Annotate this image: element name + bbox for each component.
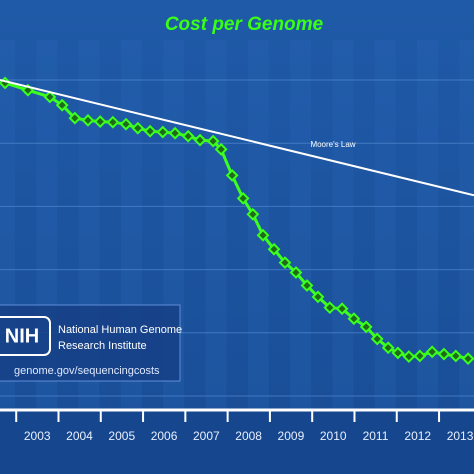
data-point: [461, 352, 474, 366]
series-line: [0, 79, 474, 197]
data-point: [106, 115, 120, 129]
x-tick-label: 2013: [447, 429, 474, 443]
data-point: [81, 113, 95, 127]
stripe: [374, 40, 396, 410]
data-point: [181, 129, 195, 143]
data-point: [131, 121, 145, 135]
stripe: [205, 40, 227, 410]
data-point: [300, 279, 314, 292]
x-tick-label: 2010: [320, 429, 347, 443]
data-point: [93, 115, 107, 128]
data-point: [246, 207, 260, 221]
data-point: [236, 191, 250, 205]
data-point: [168, 126, 182, 140]
data-point: [413, 349, 427, 363]
data-point: [359, 320, 373, 334]
chart-title: Cost per Genome: [165, 14, 324, 35]
data-point: [311, 290, 325, 304]
series-label: Moore's Law: [310, 140, 355, 149]
stripe: [290, 40, 312, 410]
data-point: [156, 125, 170, 139]
data-point: [391, 346, 405, 360]
data-point: [323, 301, 337, 315]
x-tick-label: 2005: [108, 429, 135, 443]
data-point: [256, 228, 270, 242]
axis-band: [0, 410, 474, 474]
data-point: [119, 117, 133, 131]
data-point: [425, 345, 439, 359]
data-point: [225, 168, 239, 182]
institute-line: Research Institute: [58, 340, 147, 352]
source-url: genome.gov/sequencingcosts: [14, 365, 160, 377]
data-point: [347, 312, 361, 326]
data-point: [381, 341, 395, 355]
data-point: [289, 266, 303, 279]
logo-frame: [0, 316, 51, 356]
data-point: [278, 256, 292, 270]
plot: 2200320042005200620072008200920102011201…: [0, 76, 474, 443]
data-point: [335, 302, 349, 316]
data-point: [402, 350, 416, 364]
stripe: [459, 40, 474, 410]
data-point: [143, 124, 157, 138]
x-tick-label: 2003: [24, 429, 51, 443]
stripe: [332, 40, 354, 410]
x-tick-label: 2012: [404, 429, 431, 443]
data-point: [214, 142, 228, 156]
data-point: [449, 349, 463, 363]
data-point: [206, 134, 220, 148]
x-tick-label: 2004: [66, 429, 93, 443]
data-point: [43, 90, 57, 104]
stripe: [417, 40, 438, 410]
logo-text: NIH: [5, 325, 39, 347]
x-tick-label: 2009: [278, 429, 305, 443]
x-tick-label: 2011: [363, 429, 389, 443]
data-point: [370, 332, 384, 346]
institute-line: National Human Genome: [58, 324, 182, 336]
x-tick-label: 2006: [151, 429, 178, 443]
x-tick-label: 2007: [193, 429, 220, 443]
data-point: [55, 98, 69, 112]
data-point: [267, 242, 281, 256]
data-point: [437, 347, 451, 361]
data-point: [193, 133, 207, 147]
x-tick-label: 2008: [235, 429, 262, 443]
source-box: NIH National Human Genome Research Insti…: [0, 304, 182, 382]
data-point: [68, 111, 82, 125]
